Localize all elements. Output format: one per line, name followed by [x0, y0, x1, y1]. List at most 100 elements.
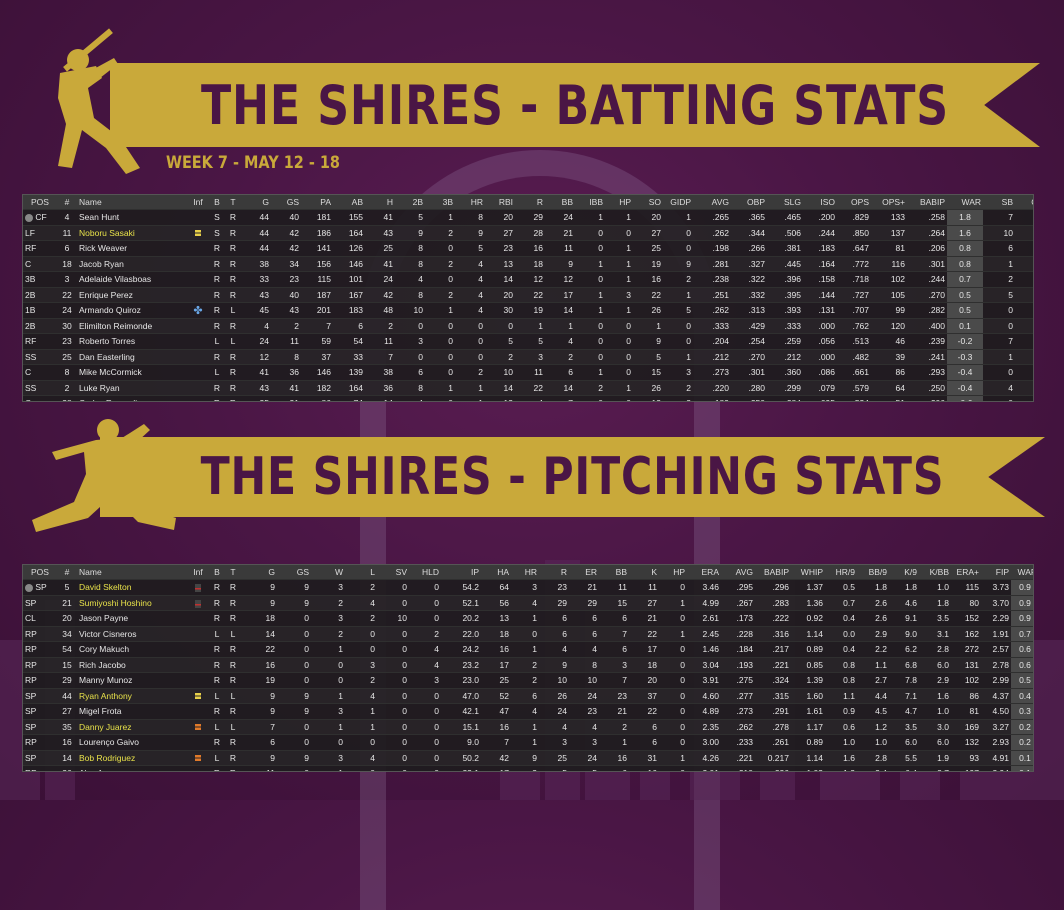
column-header-ab[interactable]: AB: [333, 195, 365, 210]
table-row[interactable]: RF 23 Roberto Torres L L 24 11 59 54 11 3 0 0 5 5 4 0 0 9 0…: [23, 333, 1033, 350]
table-row[interactable]: SP 5 David Skelton R R 9 9 3 2 0 0 54.2 64 3 23 21 11 11 0…: [23, 579, 1033, 596]
table-row[interactable]: SS 25 Dan Easterling R R 12 8 37 33 7 0 0 0 2 3 2 0 0 5 1.2…: [23, 349, 1033, 365]
column-header-hr[interactable]: HR: [455, 195, 485, 210]
column-header-name[interactable]: Name: [77, 565, 187, 580]
player-name-link[interactable]: Victor Cisneros: [77, 626, 187, 642]
column-header-col[interactable]: #: [57, 195, 77, 210]
table-row[interactable]: SP 14 Bob Rodriguez L R 9 9 3 4 0 0 50.2 42 9 25 24 16 31…: [23, 750, 1033, 766]
column-header-whip[interactable]: WHIP: [791, 565, 825, 580]
player-name-link[interactable]: Manny Munoz: [77, 672, 187, 689]
column-header-inf[interactable]: Inf: [187, 565, 209, 580]
column-header-ibb[interactable]: IBB: [575, 195, 605, 210]
table-row[interactable]: C 8 Mike McCormick L R 41 36 146 139 38 6 0 2 10 11 6 1 0…: [23, 364, 1033, 381]
player-name-link[interactable]: Armando Quiroz: [77, 302, 187, 319]
table-row[interactable]: 2B 30 Elimilton Reimonde R R 4 2 7 6 2 0 0 0 0 1 1 0 0 1 0.…: [23, 318, 1033, 334]
column-header-gidp[interactable]: GIDP: [663, 195, 693, 210]
table-row[interactable]: C 18 Jacob Ryan R R 38 34 156 146 41 8 2 4 13 18 9 1 1 19 9…: [23, 256, 1033, 272]
table-row[interactable]: RP 54 Cory Makuch R R 22 0 1 0 0 4 24.2 16 1 4 4 6 17 0 1.4…: [23, 641, 1033, 658]
table-row[interactable]: 3B 3 Adelaide Vilasboas R R 33 23 115 101 24 4 0 4 14…: [23, 271, 1033, 288]
column-header-h[interactable]: H: [365, 195, 395, 210]
table-row[interactable]: RF 6 Rick Weaver R R 44 42 141 126 25 8 0 5 23 16 11 0 1 2…: [23, 240, 1033, 257]
player-name-link[interactable]: Adelaide Vilasboas: [77, 271, 187, 288]
player-name-link[interactable]: Cory Makuch: [77, 641, 187, 658]
column-header-iso[interactable]: ISO: [803, 195, 837, 210]
column-header-fip[interactable]: FIP: [981, 565, 1011, 580]
column-header-slg[interactable]: SLG: [767, 195, 803, 210]
column-header-hr[interactable]: HR: [511, 565, 539, 580]
player-name-link[interactable]: Lourenço Gaivo: [77, 734, 187, 751]
table-row[interactable]: 2B 22 Enrique Perez R R 43 40 187 167 42 8 2 4 20 22 17…: [23, 287, 1033, 303]
player-name-link[interactable]: Alex Aragon: [77, 765, 187, 771]
player-name-link[interactable]: Sumiyoshi Hoshino: [77, 595, 187, 611]
player-name-link[interactable]: Bob Rodriguez: [77, 750, 187, 766]
column-header-w[interactable]: W: [311, 565, 345, 580]
table-row[interactable]: LF 11 Noboru Sasaki S R 44 42 186 164 43 9 2 9 27 28 21…: [23, 225, 1033, 241]
column-header-war[interactable]: WAR: [1011, 565, 1033, 580]
column-header-2b[interactable]: 2B: [395, 195, 425, 210]
column-header-babip[interactable]: BABIP: [907, 195, 947, 210]
column-header-hp[interactable]: HP: [659, 565, 687, 580]
column-header-babip[interactable]: BABIP: [755, 565, 791, 580]
column-header-pos[interactable]: POS: [23, 195, 57, 210]
column-header-g[interactable]: G: [241, 195, 271, 210]
column-header-hp[interactable]: HP: [605, 195, 633, 210]
column-header-3b[interactable]: 3B: [425, 195, 455, 210]
player-name-link[interactable]: Rick Weaver: [77, 240, 187, 257]
column-header-gs[interactable]: GS: [277, 565, 311, 580]
player-name-link[interactable]: Enrique Perez: [77, 287, 187, 303]
player-name-link[interactable]: Jason Payne: [77, 610, 187, 627]
player-name-link[interactable]: Roberto Torres: [77, 333, 187, 350]
column-header-hld[interactable]: HLD: [409, 565, 441, 580]
player-name-link[interactable]: Mike McCormick: [77, 364, 187, 381]
table-row[interactable]: SP 35 Danny Juarez L L 7 0 1 1 0 0 15.1 16 1 4 4 2 6 0 2.35…: [23, 719, 1033, 735]
column-header-hr-9[interactable]: HR/9: [825, 565, 857, 580]
player-name-link[interactable]: Dan Easterling: [77, 349, 187, 365]
column-header-er[interactable]: ER: [569, 565, 599, 580]
table-row[interactable]: RP 29 Manny Munoz R R 19 0 0 2 0 3 23.0 25 2 10 10 7 20 0 3…: [23, 672, 1033, 689]
column-header-ip[interactable]: IP: [441, 565, 481, 580]
table-row[interactable]: RP 34 Victor Cisneros L L 14 0 2 0 0 2 22.0 18 0 6 6 7 22…: [23, 626, 1033, 642]
column-header-col[interactable]: #: [57, 565, 77, 580]
player-name-link[interactable]: Carlos Resendiz: [77, 395, 187, 401]
column-header-t[interactable]: T: [225, 195, 241, 210]
column-header-k-bb[interactable]: K/BB: [919, 565, 951, 580]
player-name-link[interactable]: Migel Frota: [77, 703, 187, 720]
column-header-bb-9[interactable]: BB/9: [857, 565, 889, 580]
column-header-era[interactable]: ERA+: [951, 565, 981, 580]
table-row[interactable]: 1B 24 Armando Quiroz ✤ R L 45 43 201 183 48 10 1 4 30 1…: [23, 302, 1033, 319]
column-header-ops[interactable]: OPS: [837, 195, 871, 210]
column-header-era[interactable]: ERA: [687, 565, 721, 580]
player-name-link[interactable]: Rich Jacobo: [77, 657, 187, 673]
table-row[interactable]: CL 20 Jason Payne R R 18 0 3 2 10 0 20.2 13 1 6 6 6 21 0 2.…: [23, 610, 1033, 627]
table-row[interactable]: C38Carlos ResendizRR25218674144011247001…: [23, 395, 1033, 401]
table-row[interactable]: RP26Alex AragonRR110100022.11735561602.0…: [23, 765, 1033, 771]
column-header-name[interactable]: Name: [77, 195, 187, 210]
player-name-link[interactable]: Elimilton Reimonde: [77, 318, 187, 334]
table-row[interactable]: CF 4 Sean Hunt S R 44 40 181 155 41 5 1 8 20 29 24 1 1 20 1…: [23, 209, 1033, 226]
column-header-t[interactable]: T: [225, 565, 241, 580]
column-header-inf[interactable]: Inf: [187, 195, 209, 210]
column-header-r[interactable]: R: [515, 195, 545, 210]
column-header-war[interactable]: WAR: [947, 195, 983, 210]
column-header-g[interactable]: G: [241, 565, 277, 580]
column-header-ops[interactable]: OPS+: [871, 195, 907, 210]
table-row[interactable]: SP 21 Sumiyoshi Hoshino R R 9 9 2 4 0 0 52.1 56 4 29 29…: [23, 595, 1033, 611]
table-row[interactable]: SP 27 Migel Frota R R 9 9 3 1 0 0 42.1 47 4 24 23 21 22 0 4…: [23, 703, 1033, 720]
column-header-r[interactable]: R: [539, 565, 569, 580]
column-header-avg[interactable]: AVG: [693, 195, 731, 210]
player-name-link[interactable]: Jacob Ryan: [77, 256, 187, 272]
column-header-k-9[interactable]: K/9: [889, 565, 919, 580]
player-name-link[interactable]: Ryan Anthony: [77, 688, 187, 704]
column-header-b[interactable]: B: [209, 565, 225, 580]
player-name-link[interactable]: Danny Juarez: [77, 719, 187, 735]
column-header-rbi[interactable]: RBI: [485, 195, 515, 210]
player-name-link[interactable]: Luke Ryan: [77, 380, 187, 396]
player-name-link[interactable]: David Skelton: [77, 579, 187, 596]
table-row[interactable]: SP 44 Ryan Anthony L L 9 9 1 4 0 0 47.0 52 6 26 24 23 37 0…: [23, 688, 1033, 704]
column-header-gs[interactable]: GS: [271, 195, 301, 210]
column-header-cs[interactable]: CS: [1015, 195, 1033, 210]
column-header-so[interactable]: SO: [633, 195, 663, 210]
column-header-sb[interactable]: SB: [983, 195, 1015, 210]
column-header-k[interactable]: K: [629, 565, 659, 580]
column-header-b[interactable]: B: [209, 195, 225, 210]
